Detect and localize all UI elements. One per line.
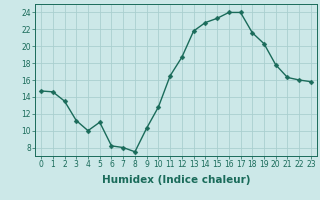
X-axis label: Humidex (Indice chaleur): Humidex (Indice chaleur) xyxy=(102,175,250,185)
